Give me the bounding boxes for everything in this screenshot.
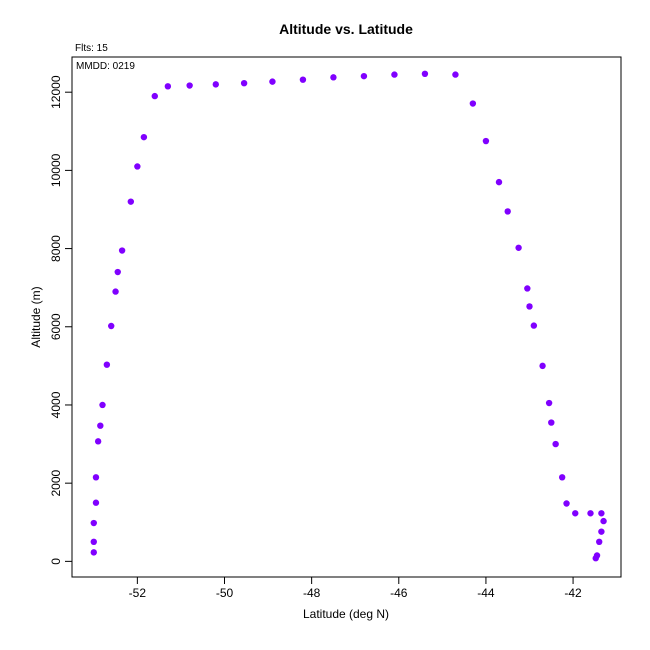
data-point — [90, 538, 97, 546]
y-tick-label: 4000 — [49, 391, 63, 418]
y-tick-label: 10000 — [49, 153, 63, 187]
data-point — [545, 399, 553, 407]
data-point — [103, 361, 111, 368]
data-point — [92, 474, 100, 481]
x-tick-label: -44 — [477, 586, 495, 600]
data-point — [240, 79, 248, 87]
data-point — [596, 538, 603, 546]
data-point — [360, 72, 368, 80]
data-point — [94, 438, 102, 445]
data-point — [526, 303, 533, 310]
data-point — [482, 137, 490, 145]
data-points — [90, 70, 607, 562]
x-tick-label: -52 — [129, 586, 147, 600]
data-point — [108, 322, 115, 330]
data-point — [524, 285, 531, 292]
x-tick-label: -42 — [564, 586, 582, 600]
data-point — [504, 208, 511, 215]
data-point — [212, 81, 219, 88]
data-point — [598, 528, 605, 535]
data-point — [495, 178, 503, 186]
data-point — [90, 519, 97, 527]
flights-count-label: Flts: 15 — [75, 43, 108, 54]
data-point — [548, 419, 555, 426]
data-point — [592, 555, 599, 562]
data-point — [151, 92, 158, 100]
data-point — [552, 440, 559, 448]
y-axis-label: Altitude (m) — [29, 286, 43, 347]
data-point — [515, 244, 522, 251]
data-point — [97, 422, 104, 429]
date-annotation: MMDD: 0219 — [76, 61, 135, 72]
data-point — [563, 500, 570, 507]
y-tick-label: 0 — [49, 558, 63, 565]
data-point — [118, 247, 126, 254]
data-point — [90, 549, 97, 556]
data-point — [299, 76, 307, 83]
data-point — [186, 82, 193, 89]
x-tick-label: -48 — [303, 586, 321, 600]
data-point — [539, 362, 546, 370]
y-tick-label: 2000 — [49, 469, 63, 496]
data-point — [572, 510, 579, 517]
y-tick-label: 12000 — [49, 75, 63, 109]
data-point — [600, 517, 607, 525]
chart-title: Altitude vs. Latitude — [279, 21, 413, 37]
x-axis-label: Latitude (deg N) — [303, 607, 389, 621]
data-point — [530, 322, 538, 329]
data-point — [99, 401, 106, 409]
data-point — [114, 268, 121, 276]
y-tick-label: 6000 — [49, 313, 63, 340]
data-point — [558, 474, 566, 481]
data-point — [587, 510, 594, 517]
x-axis: -52 -50 -48 -46 -44 -42 — [129, 576, 582, 600]
data-point — [140, 133, 148, 141]
data-point — [391, 71, 398, 78]
y-tick-label: 8000 — [49, 235, 63, 262]
data-point — [92, 499, 100, 506]
data-point — [452, 71, 459, 78]
data-point — [421, 70, 429, 78]
data-point — [112, 288, 119, 295]
data-point — [269, 78, 276, 85]
data-point — [598, 510, 605, 517]
x-tick-label: -46 — [390, 586, 408, 600]
x-tick-label: -50 — [216, 586, 234, 600]
data-point — [469, 100, 477, 107]
y-axis: 0 2000 4000 6000 8000 10000 12000 — [49, 75, 73, 565]
data-point — [134, 163, 141, 170]
data-point — [330, 74, 337, 81]
data-point — [127, 198, 135, 205]
data-point — [164, 83, 172, 90]
